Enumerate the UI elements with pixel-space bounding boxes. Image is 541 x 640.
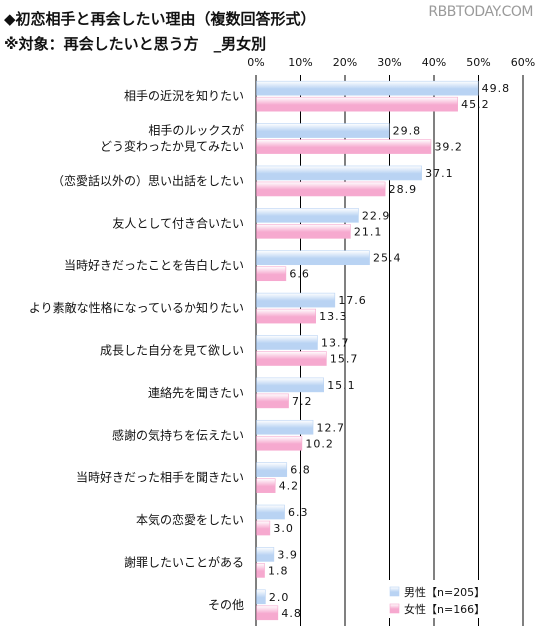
bar-male (256, 462, 288, 477)
data-label: 1.8 (268, 564, 289, 577)
data-label: 4.8 (281, 607, 302, 620)
chart-subtitle: ※対象：再会したいと思う方 _男女別 (4, 35, 267, 53)
legend-box (384, 580, 514, 618)
bar-female (256, 224, 351, 239)
bar-female (256, 308, 316, 324)
bar-male (256, 123, 390, 138)
bar-male (256, 504, 285, 520)
legend-swatch-male (389, 586, 400, 597)
data-label: 4.2 (279, 480, 300, 493)
category-label: 当時好きだったことを告白したい (64, 258, 244, 273)
bar-female (256, 393, 289, 409)
data-label: 21.1 (354, 225, 383, 238)
data-label: 15.7 (330, 353, 359, 366)
data-label: 22.9 (362, 209, 391, 222)
bar-female (256, 266, 287, 282)
data-label: 7.2 (292, 395, 313, 408)
bar-female (256, 435, 303, 451)
data-label: 13.7 (321, 337, 350, 350)
bar-female (256, 96, 458, 112)
category-label: その他 (208, 598, 244, 612)
data-label: 29.8 (393, 125, 422, 138)
bar-male (256, 419, 314, 435)
category-label: 当時好きだった相手を聞きたい (76, 471, 244, 485)
bar-male (256, 208, 359, 223)
data-label: 12.7 (317, 421, 346, 434)
data-label: 2.0 (269, 591, 290, 604)
data-label: 17.6 (338, 294, 367, 307)
bar-male (256, 250, 370, 266)
category-label: 相手のルックスが (148, 123, 244, 138)
data-label: 13.3 (319, 310, 348, 323)
category-label: （恋愛話以外の）思い出話をしたい (52, 173, 244, 188)
data-label: 6.8 (290, 464, 311, 477)
bar-male (256, 292, 336, 308)
data-label: 15.1 (327, 379, 356, 392)
data-label: 45.2 (461, 98, 490, 111)
bar-female (256, 563, 265, 578)
bar-male (256, 589, 266, 605)
category-label: どう変わったか見てみたい (100, 139, 244, 154)
category-label: 本気の恋愛をしたい (136, 512, 244, 527)
legend-label-female: 女性【n=166】 (404, 602, 485, 616)
data-label: 6.3 (288, 506, 309, 519)
category-label: 連絡先を聞きたい (148, 385, 244, 400)
x-tick-label: 50% (466, 56, 490, 69)
data-label: 25.4 (373, 252, 402, 265)
bar-male (256, 80, 479, 96)
bar-male (256, 547, 275, 562)
bar-female (256, 605, 279, 621)
x-tick-label: 0% (247, 56, 264, 69)
x-tick-label: 60% (511, 56, 535, 69)
data-label: 10.2 (305, 437, 334, 450)
data-label: 3.9 (277, 548, 298, 561)
category-label: 友人として付き合いたい (112, 215, 244, 230)
category-label: 成長した自分を見て欲しい (100, 344, 244, 358)
category-label: 謝罪したいことがある (124, 554, 244, 569)
bar-female (256, 520, 271, 536)
legend-swatch-female (389, 603, 400, 614)
bar-female (256, 181, 386, 197)
category-label: より素敵な性格になっているか知りたい (29, 300, 244, 315)
data-label: 6.6 (289, 268, 310, 281)
x-tick-label: 20% (333, 56, 357, 69)
bar-female (256, 351, 327, 366)
x-tick-label: 40% (422, 56, 446, 69)
x-tick-label: 30% (377, 56, 401, 69)
bar-male (256, 165, 422, 181)
category-label: 感謝の気持ちを伝えたい (112, 427, 244, 442)
bar-male (256, 377, 324, 393)
data-label: 37.1 (425, 167, 454, 180)
watermark-text: RBBTODAY.COM (428, 4, 533, 20)
data-label: 49.8 (482, 82, 511, 95)
data-label: 3.0 (273, 522, 294, 535)
bar-male (256, 335, 318, 350)
chart-title: ◆初恋相手と再会したい理由（複数回答形式） (4, 10, 316, 28)
x-tick-label: 10% (288, 56, 312, 69)
bar-female (256, 139, 432, 154)
category-label: 相手の近況を知りたい (124, 88, 244, 103)
data-label: 28.9 (389, 183, 418, 196)
data-label: 39.2 (434, 141, 463, 154)
bar-female (256, 478, 276, 493)
legend-label-male: 男性【n=205】 (404, 585, 485, 599)
